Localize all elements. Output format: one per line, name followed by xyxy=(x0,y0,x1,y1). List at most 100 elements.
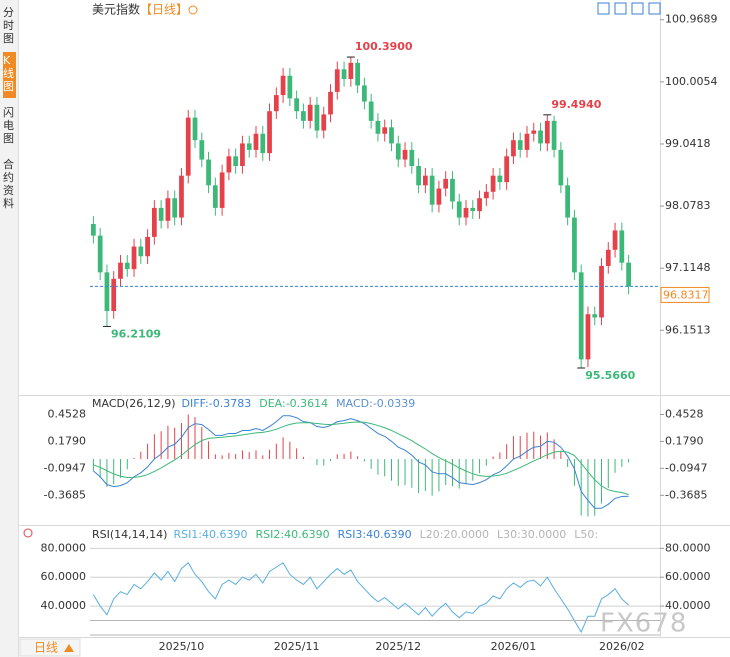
candle-body xyxy=(301,111,306,121)
x-tick-label: 2025/11 xyxy=(274,640,320,653)
footer-period: 日线 xyxy=(34,641,58,655)
y-tick-label: 99.0418 xyxy=(665,137,711,150)
candle-body xyxy=(253,133,259,150)
candle-body xyxy=(578,272,584,360)
tab[interactable]: K线图 xyxy=(3,52,16,98)
last-price-box xyxy=(660,286,710,303)
candle-body xyxy=(341,69,347,79)
candle-body xyxy=(395,143,401,160)
tab[interactable]: 闪电图 xyxy=(3,106,14,145)
y-tick-label: -0.3685 xyxy=(44,488,86,501)
y-tick-label: -0.3685 xyxy=(665,488,707,501)
candle-body xyxy=(138,246,144,257)
legend-entry: RSI2:40.6390 xyxy=(256,528,330,541)
candle-body xyxy=(497,175,503,183)
candle-body xyxy=(599,265,604,318)
y-tick-label: 80.0000 xyxy=(41,541,87,554)
candle-body xyxy=(477,198,482,212)
candle-body xyxy=(375,120,381,134)
candle-body xyxy=(91,224,96,236)
candle-body xyxy=(355,62,360,86)
tab[interactable]: 合约资料 xyxy=(3,158,14,210)
candle-body xyxy=(470,207,476,212)
tool-icon[interactable] xyxy=(631,2,644,15)
candle-body xyxy=(511,140,516,157)
candle-body xyxy=(240,143,245,166)
candle-body xyxy=(538,130,543,144)
x-tick-label: 2025/10 xyxy=(159,640,205,653)
legend-entry: RSI1:40.6390 xyxy=(173,528,247,541)
header-period: 【日线】 xyxy=(140,3,188,17)
candle-body xyxy=(226,156,232,173)
candle-body xyxy=(531,130,537,134)
candle-body xyxy=(504,156,510,183)
candle-body xyxy=(328,91,333,115)
candle-body xyxy=(429,175,435,205)
candle-body xyxy=(565,185,571,218)
indicator-line xyxy=(92,562,629,634)
candle-body xyxy=(605,249,611,266)
candle-body xyxy=(463,207,469,218)
candle-body xyxy=(558,149,564,186)
tool-icon[interactable] xyxy=(614,2,627,15)
candle-body xyxy=(443,178,449,189)
candle-body xyxy=(294,98,300,112)
candle-body xyxy=(192,117,198,141)
candle-body xyxy=(450,178,455,202)
x-tick-label: 2026/01 xyxy=(491,640,537,653)
candle-body xyxy=(172,198,178,218)
candle-body xyxy=(409,149,415,166)
y-tick-label: 100.0054 xyxy=(665,75,718,88)
y-tick-label: 0.4528 xyxy=(48,407,87,420)
tab[interactable]: 分时图 xyxy=(3,6,14,45)
candle-body xyxy=(592,314,598,318)
y-tick-label: 60.0000 xyxy=(41,570,87,583)
candle-body xyxy=(179,175,184,218)
legend-entry: DIFF:-0.3783 xyxy=(182,397,252,410)
y-tick-label: 0.1790 xyxy=(48,434,87,447)
candle-body xyxy=(422,175,428,186)
indicator-line xyxy=(93,415,629,509)
legend-entry: L20:20.0000 xyxy=(420,528,489,541)
last-price-label: 96.8317 xyxy=(663,288,709,301)
tool-icon[interactable] xyxy=(597,2,610,15)
header-title: 美元指数 xyxy=(92,2,140,17)
toolbar xyxy=(597,2,661,15)
candle-body xyxy=(517,140,523,150)
y-tick-label: 80.0000 xyxy=(665,541,711,554)
candle-body xyxy=(436,188,442,205)
legend-entry: RSI3:40.6390 xyxy=(338,528,412,541)
legend-entry: L50: xyxy=(574,528,598,541)
indicator-title: MACD(26,12,9) xyxy=(92,397,176,410)
candle-body xyxy=(572,217,577,273)
candle-body xyxy=(314,104,320,131)
y-tick-label: 0.1790 xyxy=(665,434,704,447)
candle-body xyxy=(165,198,171,221)
candle-body xyxy=(389,127,394,144)
add-icon[interactable] xyxy=(188,5,198,15)
watermark: FX678 xyxy=(600,609,687,639)
dropdown-arrow[interactable] xyxy=(64,644,74,652)
candle-body xyxy=(334,69,340,92)
candle-body xyxy=(348,62,354,79)
candle-body xyxy=(483,191,489,199)
candle-body xyxy=(158,207,164,221)
candle-body xyxy=(362,85,367,102)
tool-icon[interactable] xyxy=(648,2,661,15)
candle-body xyxy=(124,262,130,270)
y-tick-label: 98.0783 xyxy=(665,199,711,212)
candle-body xyxy=(233,156,239,166)
candle-body xyxy=(626,262,631,287)
x-tick-label: 2025/12 xyxy=(375,640,421,653)
candle-body xyxy=(206,159,211,186)
x-tick-label: 2026/02 xyxy=(599,640,645,653)
y-tick-label: 0.4528 xyxy=(665,407,704,420)
indicator-line xyxy=(93,421,629,496)
candle-body xyxy=(185,117,191,176)
candle-body xyxy=(212,185,218,208)
candle-body xyxy=(246,143,252,150)
candle-body xyxy=(585,314,591,360)
settings-icon[interactable] xyxy=(23,528,33,538)
candle-body xyxy=(524,133,530,150)
candle-body xyxy=(612,230,618,250)
